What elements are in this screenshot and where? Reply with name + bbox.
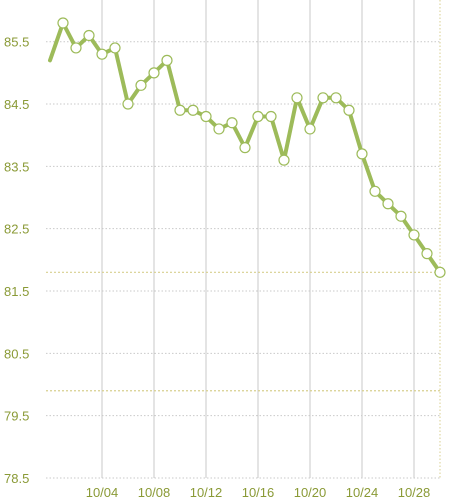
data-point[interactable] [252,110,264,123]
data-point[interactable] [70,42,82,54]
data-point[interactable] [291,92,303,104]
data-point[interactable] [395,210,407,222]
data-point[interactable] [382,198,394,210]
y-tick-label: 82.5 [4,222,29,237]
y-tick-label: 78.5 [4,471,29,486]
data-point[interactable] [122,98,134,110]
data-point[interactable] [187,104,199,116]
x-tick-label: 10/20 [294,485,327,500]
x-tick-label: 10/08 [138,485,171,500]
data-point[interactable] [96,48,108,60]
data-point[interactable] [421,248,433,260]
y-tick-label: 80.5 [4,346,29,361]
data-point[interactable] [265,110,277,123]
data-point[interactable] [304,123,316,135]
y-tick-label: 79.5 [4,409,29,424]
data-point[interactable] [369,185,381,197]
data-point[interactable] [343,104,355,116]
data-point[interactable] [200,110,212,123]
y-tick-label: 81.5 [4,284,29,299]
data-point[interactable] [356,148,368,160]
data-point[interactable] [213,123,225,135]
y-tick-label: 83.5 [4,159,29,174]
x-tick-label: 10/16 [242,485,275,500]
data-point[interactable] [408,229,420,241]
y-tick-label: 84.5 [4,97,29,112]
data-point[interactable] [57,17,69,29]
x-tick-label: 10/24 [346,485,379,500]
x-tick-label: 10/12 [190,485,223,500]
data-point[interactable] [278,154,290,166]
data-point[interactable] [317,92,329,104]
x-tick-label: 10/28 [398,485,431,500]
x-tick-label: 10/04 [86,485,119,500]
data-point[interactable] [330,92,342,104]
data-point[interactable] [434,266,446,278]
data-point[interactable] [135,79,147,91]
data-point[interactable] [239,142,251,154]
data-point[interactable] [148,67,160,79]
y-tick-label: 85.5 [4,35,29,50]
data-point[interactable] [83,29,95,42]
data-point[interactable] [109,42,121,54]
data-point[interactable] [174,104,186,116]
data-point[interactable] [161,54,173,66]
data-point[interactable] [226,117,238,129]
